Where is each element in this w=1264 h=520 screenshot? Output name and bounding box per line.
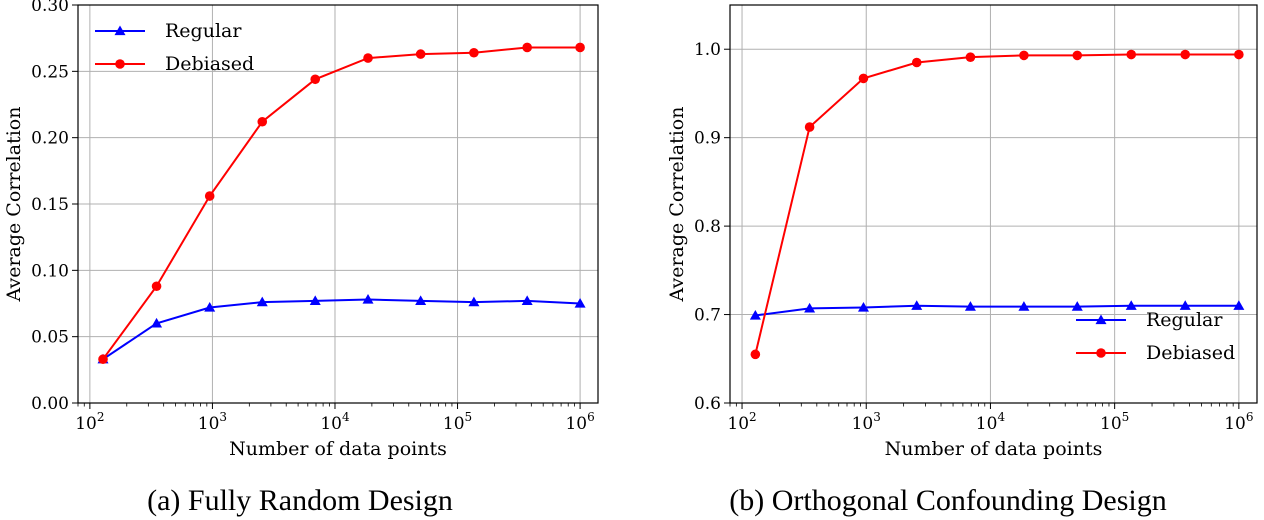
plot-frame xyxy=(77,4,599,404)
data-point-debiased xyxy=(911,57,922,68)
legend-marker-regular xyxy=(1095,314,1107,325)
data-point-regular xyxy=(521,295,533,305)
data-point-regular xyxy=(1018,301,1030,311)
data-point-debiased xyxy=(310,74,321,85)
series-line-debiased xyxy=(102,46,581,360)
legend-marker-debiased xyxy=(115,59,125,69)
x-tick-label: 103 xyxy=(198,410,227,434)
data-point-regular xyxy=(1233,300,1245,310)
x-axis-label: Number of data points xyxy=(229,438,447,460)
data-point-regular xyxy=(362,294,374,304)
data-point-debiased xyxy=(522,42,532,53)
y-tick-label: 0.9 xyxy=(694,129,721,149)
y-tick-label: 0.00 xyxy=(31,394,69,414)
y-tick-label: 0.30 xyxy=(31,0,69,16)
data-point-debiased xyxy=(1072,50,1083,61)
data-point-regular xyxy=(309,295,321,305)
data-point-regular xyxy=(1071,301,1083,311)
y-tick-label: 0.25 xyxy=(31,62,69,82)
data-point-debiased xyxy=(1180,49,1191,60)
legend-marker-debiased xyxy=(1096,348,1106,358)
y-axis-label: Average Correlation xyxy=(3,107,25,303)
y-tick-label: 0.10 xyxy=(31,261,69,281)
data-point-regular xyxy=(415,295,427,305)
data-point-debiased xyxy=(98,354,108,365)
data-point-debiased xyxy=(804,122,815,132)
data-point-debiased xyxy=(1234,49,1244,60)
y-tick-label: 0.6 xyxy=(694,394,721,414)
chart-panel-b: 102 103 104 105 106 0.6 0.7 0.8 0.9 1.0 Number of … xyxy=(666,4,1258,517)
y-tick-label: 0.20 xyxy=(31,129,69,149)
x-tick-label: 104 xyxy=(976,410,1006,434)
x-tick-label: 105 xyxy=(443,410,472,434)
y-tick-label: 0.05 xyxy=(31,328,69,348)
data-point-regular xyxy=(804,302,816,313)
data-point-regular xyxy=(574,298,586,308)
data-point-debiased xyxy=(1126,49,1137,60)
data-point-debiased xyxy=(575,42,585,53)
chart-panel-a: 102 103 104 105 106 0.00 0.05 0.10 0.15 0.20 0.25 0… xyxy=(3,0,599,517)
series-line-regular xyxy=(755,304,1239,317)
x-axis-label: Number of data points xyxy=(885,438,1103,460)
y-axis-label: Average Correlation xyxy=(666,107,688,303)
legend-label-debiased: Debiased xyxy=(165,53,254,75)
data-point-debiased xyxy=(204,191,215,201)
data-point-regular xyxy=(964,301,976,311)
data-point-debiased xyxy=(469,47,479,58)
y-tick-label: 0.8 xyxy=(694,217,721,237)
data-point-debiased xyxy=(750,349,761,360)
series-line-debiased xyxy=(754,53,1239,355)
data-point-regular xyxy=(151,317,163,328)
y-tick-label: 1.0 xyxy=(694,40,721,60)
data-point-debiased xyxy=(965,52,976,62)
data-point-regular xyxy=(911,300,923,310)
plot-frame xyxy=(729,4,1258,404)
y-tick-label: 0.15 xyxy=(31,195,69,215)
x-tick-label: 106 xyxy=(565,410,594,434)
x-tick-label: 103 xyxy=(852,410,881,434)
x-tick-label: 102 xyxy=(75,410,104,434)
data-point-debiased xyxy=(257,116,268,127)
x-tick-label: 102 xyxy=(727,410,756,434)
data-point-regular xyxy=(857,301,869,312)
x-tick-label: 105 xyxy=(1100,410,1129,434)
x-tick-label: 104 xyxy=(320,410,350,434)
data-point-regular xyxy=(1179,300,1191,310)
data-point-regular xyxy=(256,296,268,307)
y-tick-label: 0.7 xyxy=(694,306,721,326)
data-point-debiased xyxy=(363,53,373,63)
series-line-regular xyxy=(102,298,581,361)
data-point-debiased xyxy=(415,49,426,59)
legend-label-regular: Regular xyxy=(165,20,242,42)
data-point-regular xyxy=(468,296,480,307)
legend-marker-regular xyxy=(114,25,126,36)
chart-caption: (b) Orthogonal Confounding Design xyxy=(729,484,1166,517)
data-point-regular xyxy=(1125,300,1137,310)
data-point-debiased xyxy=(1019,50,1029,61)
chart-caption: (a) Fully Random Design xyxy=(147,484,453,517)
data-point-debiased xyxy=(858,73,869,84)
data-point-debiased xyxy=(151,281,162,292)
data-point-regular xyxy=(204,301,216,312)
x-tick-label: 106 xyxy=(1224,410,1253,434)
legend-label-debiased: Debiased xyxy=(1146,342,1235,364)
legend-label-regular: Regular xyxy=(1146,309,1223,331)
data-point-regular xyxy=(749,309,761,320)
